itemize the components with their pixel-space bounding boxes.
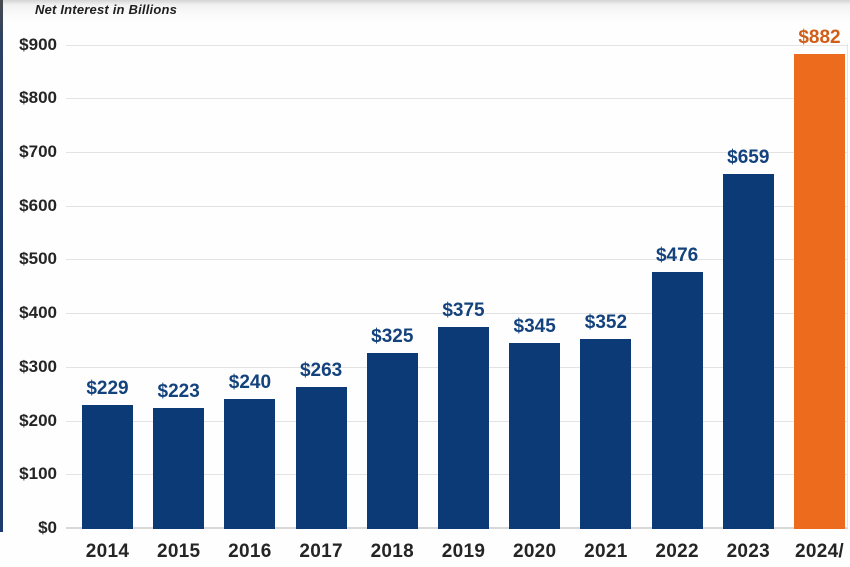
chart-title: Net Interest in Billions [35,2,178,17]
bar-value-label: $352 [584,311,628,333]
y-axis-label: $700 [19,141,57,161]
x-axis-label: 2016 [228,541,272,562]
y-axis-label: $600 [19,195,57,215]
bar-value-label: $476 [655,245,699,267]
left-edge-line [0,0,3,532]
bar-2024 [794,54,845,529]
bar-value-label: $325 [371,326,414,348]
x-axis-label: 2019 [441,541,486,562]
gridline-400 [66,313,848,315]
bar-value-label: $375 [442,299,485,321]
y-axis-label: $100 [19,464,57,484]
gridline-500 [66,259,848,261]
bar-2019 [438,326,489,529]
x-axis-label: 2022 [655,541,699,562]
x-axis-label: 2024/ [794,541,845,562]
x-axis-label: 2015 [156,541,201,562]
bar-2022 [651,272,703,529]
gridline-800 [66,98,848,100]
bar-2015 [153,408,205,529]
bar-2021 [580,338,632,529]
gridline-700 [66,151,848,153]
x-axis-label: 2018 [370,541,415,562]
x-axis-label: 2017 [299,541,343,562]
y-axis-label: $200 [19,410,57,430]
bar-value-label: $659 [727,146,770,168]
bar-2016 [224,399,276,529]
bar-2014 [82,404,133,529]
bar-value-label: $240 [228,372,272,394]
bar-value-label: $223 [157,381,200,403]
gridline-600 [66,205,848,207]
y-axis-label: $900 [19,34,57,54]
y-axis-label: $400 [19,303,57,323]
bar-2020 [509,342,561,529]
bar-2017 [295,386,347,529]
bar-2023 [722,173,774,529]
bar-value-label: $882 [798,27,841,49]
bar-2018 [366,353,418,529]
gridline-900 [66,44,848,46]
bar-value-label: $229 [86,377,129,399]
plot-right-border [847,44,848,528]
y-axis-label: $500 [19,249,57,269]
bar-value-label: $263 [299,359,343,381]
y-axis-label: $300 [19,356,57,376]
bar-value-label: $345 [513,315,556,337]
y-axis-label: $800 [19,88,57,108]
x-axis-label: 2023 [726,541,771,562]
x-axis-label: 2020 [512,541,557,562]
x-axis-label: 2014 [85,541,130,562]
top-edge-band [0,0,850,24]
x-axis-label: 2021 [584,541,628,562]
y-axis-label: $0 [38,518,57,537]
